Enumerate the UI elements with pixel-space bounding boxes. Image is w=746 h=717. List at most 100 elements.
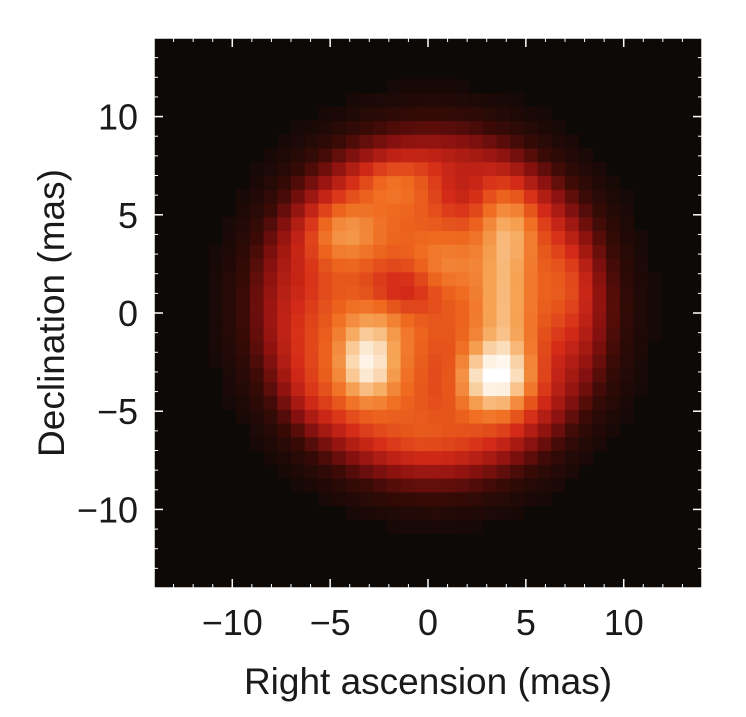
heatmap-cell: [551, 189, 566, 204]
heatmap-cell: [400, 148, 415, 163]
heatmap-cell: [291, 175, 306, 190]
x-tick-label: −5: [310, 602, 351, 643]
heatmap-cell: [208, 258, 224, 273]
heatmap-cell: [482, 285, 498, 300]
heatmap-cell: [318, 285, 333, 300]
heatmap-cell: [441, 464, 456, 479]
heatmap-cell: [304, 244, 319, 259]
heatmap-cell: [565, 230, 580, 245]
heatmap-cell: [304, 161, 319, 177]
heatmap-cell: [633, 244, 648, 259]
heatmap-cell: [277, 175, 292, 190]
y-tick-labels: 10 5 0 −5 −10: [77, 97, 138, 531]
heatmap-cell: [455, 258, 470, 273]
heatmap-cell: [345, 326, 361, 342]
heatmap-cell: [332, 491, 347, 507]
heatmap-cell: [565, 271, 580, 287]
heatmap-cell: [386, 134, 402, 149]
heatmap-cell: [551, 423, 566, 438]
heatmap-cell: [496, 148, 511, 163]
heatmap-cell: [496, 381, 511, 397]
heatmap-cell: [373, 436, 388, 452]
heatmap-cell: [496, 175, 511, 190]
heatmap-cell: [414, 134, 429, 149]
heatmap-cell: [510, 464, 525, 479]
heatmap-cell: [496, 216, 511, 232]
heatmap-cell: [523, 313, 539, 328]
heatmap-cell: [428, 79, 443, 94]
heatmap-cell: [386, 519, 402, 534]
heatmap-cell: [400, 258, 415, 273]
heatmap-cell: [455, 189, 470, 204]
heatmap-cell: [537, 189, 552, 204]
heatmap-cell: [428, 491, 443, 507]
heatmap-cell: [482, 161, 498, 177]
heatmap-cell: [386, 409, 402, 424]
heatmap-cell: [386, 423, 402, 438]
heatmap-cell: [373, 478, 388, 493]
heatmap-cell: [414, 505, 429, 520]
heatmap-cell: [633, 381, 648, 397]
heatmap-cell: [304, 478, 319, 493]
heatmap-cell: [551, 299, 566, 314]
heatmap-cell: [345, 450, 361, 465]
heatmap-cell: [345, 120, 361, 135]
heatmap-cell: [304, 381, 319, 397]
heatmap-cell: [551, 326, 566, 342]
heatmap-cell: [277, 258, 292, 273]
heatmap-cell: [318, 491, 333, 507]
heatmap-cell: [236, 216, 251, 232]
heatmap-cell: [373, 340, 388, 355]
heatmap-cell: [482, 271, 498, 287]
heatmap-cell: [318, 203, 333, 218]
heatmap-cell: [496, 299, 511, 314]
heatmap-cell: [428, 450, 443, 465]
heatmap-cell: [318, 134, 333, 149]
heatmap-cell: [236, 354, 251, 369]
heatmap-cell: [386, 464, 402, 479]
heatmap-cell: [400, 368, 415, 383]
heatmap-cell: [373, 93, 388, 108]
heatmap-cell: [291, 148, 306, 163]
heatmap-cell: [236, 285, 251, 300]
heatmap-cell: [592, 285, 607, 300]
heatmap-cell: [455, 203, 470, 218]
heatmap-cell: [318, 340, 333, 355]
heatmap-cell: [345, 161, 361, 177]
heatmap-cell: [400, 79, 415, 94]
heatmap-cell: [414, 120, 429, 135]
heatmap-cell: [496, 505, 511, 520]
heatmap-cell: [236, 230, 251, 245]
heatmap-cell: [619, 258, 635, 273]
heatmap-cell: [400, 381, 415, 397]
heatmap-cell: [619, 409, 635, 424]
heatmap-cell: [345, 148, 361, 163]
heatmap-cell: [606, 409, 621, 424]
heatmap-cell: [414, 395, 429, 410]
heatmap-cell: [386, 340, 402, 355]
heatmap-cell: [332, 326, 347, 342]
heatmap-cell: [400, 175, 415, 190]
heatmap-cell: [633, 368, 648, 383]
heatmap-cell: [455, 161, 470, 177]
heatmap-cell: [469, 519, 484, 534]
heatmap-cell: [578, 216, 593, 232]
heatmap-cell: [345, 285, 361, 300]
heatmap-cell: [345, 478, 361, 493]
heatmap-cell: [263, 161, 278, 177]
heatmap-cell: [565, 161, 580, 177]
heatmap-cell: [386, 148, 402, 163]
heatmap-cell: [592, 436, 607, 452]
heatmap-cell: [619, 340, 635, 355]
heatmap-cell: [249, 436, 265, 452]
heatmap-cell: [414, 216, 429, 232]
heatmap-cell: [496, 271, 511, 287]
heatmap-cell: [455, 354, 470, 369]
heatmap-cell: [386, 189, 402, 204]
heatmap-cell: [441, 381, 456, 397]
heatmap-cell: [414, 354, 429, 369]
heatmap-cell: [510, 354, 525, 369]
heatmap-cell: [523, 106, 539, 122]
heatmap-cell: [578, 436, 593, 452]
heatmap-cell: [277, 381, 292, 397]
